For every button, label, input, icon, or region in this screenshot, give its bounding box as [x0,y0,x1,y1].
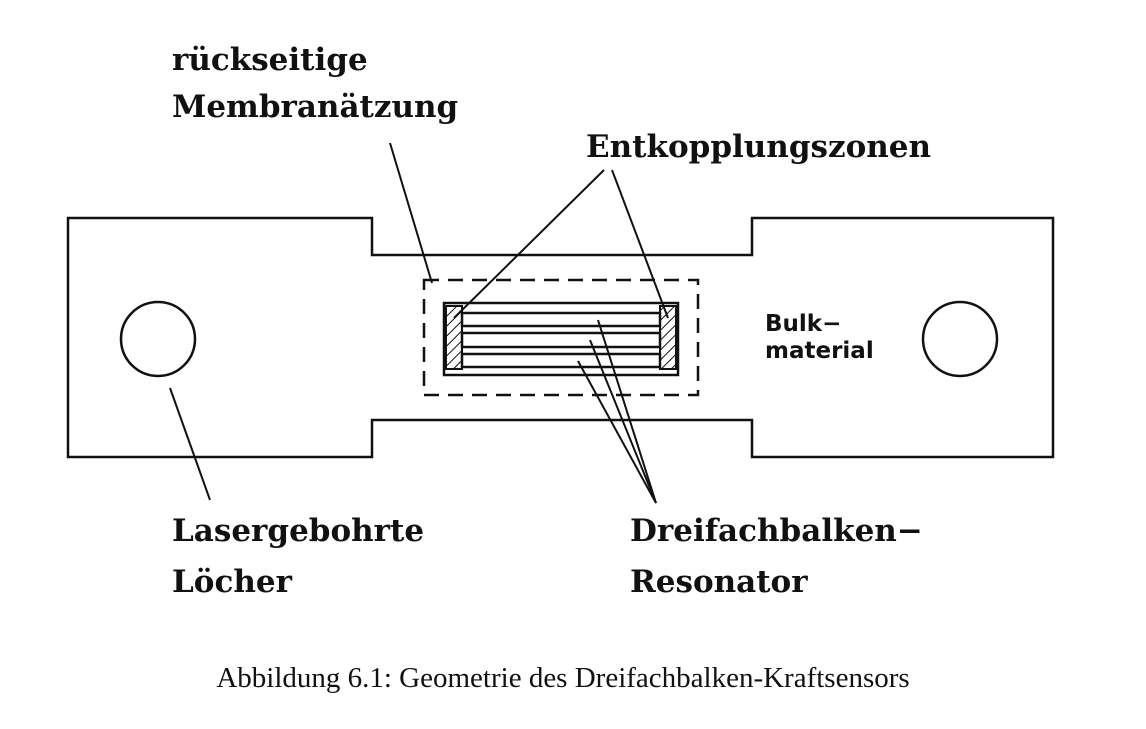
label-bulk-line1: Bulk− [765,311,841,337]
label-holes-line2: Löcher [172,564,293,600]
label-membrane-line2: Membranätzung [172,89,458,125]
decoupling-zone-left [445,305,463,370]
leader-membrane [389,142,433,284]
triple-beam-resonator [460,311,662,369]
leader-resonator-1 [597,319,657,504]
sensor-body-outline [66,216,1055,459]
label-membrane-line1: rückseitige [172,42,368,78]
left-hole [119,300,197,378]
leader-resonator-2 [589,339,657,504]
right-hole [921,300,999,378]
leader-holes [169,387,211,501]
figure-caption: Abbildung 6.1: Geometrie des Dreifachbal… [216,662,909,694]
resonator-frame [442,301,680,377]
label-resonator-line1: Dreifachbalken− [630,513,923,549]
label-resonator-line2: Resonator [630,564,808,600]
label-decoupling-zones: Entkopplungszonen [586,129,931,165]
beam-bottom [460,352,662,369]
beam-top [460,311,662,328]
label-holes-line1: Lasergebohrte [172,513,424,549]
leader-resonator-3 [577,360,657,504]
label-bulk-line2: material [765,338,874,364]
membrane-etch-region [422,278,700,397]
beam-middle [460,331,662,349]
leader-decoupling-left [453,169,605,319]
leader-decoupling-right [611,169,669,319]
